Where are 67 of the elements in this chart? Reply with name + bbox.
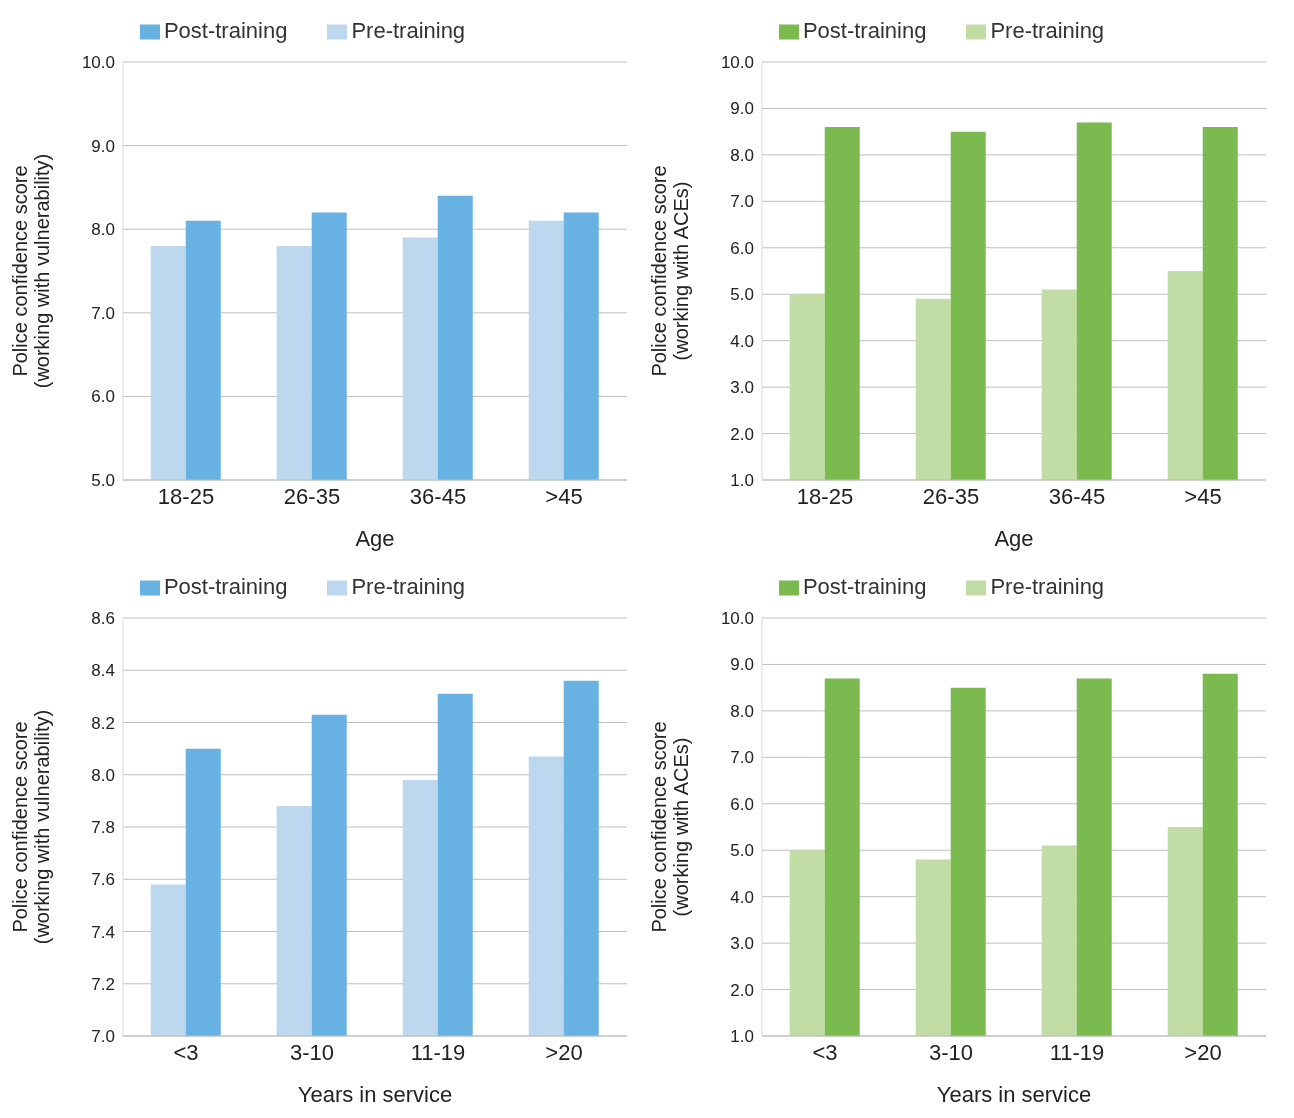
- y-tick-label: 10.0: [81, 53, 115, 73]
- y-tick-label: 6.0: [91, 387, 115, 407]
- y-tick-label: 7.0: [91, 1027, 115, 1047]
- y-tick-label: 5.0: [730, 841, 754, 861]
- y-tick-label: 7.8: [91, 818, 115, 838]
- y-axis-title: Police confidence score (working with vulnerability): [9, 153, 53, 389]
- y-tick-label: 8.0: [730, 701, 754, 721]
- y-tick-label: 8.0: [91, 765, 115, 785]
- y-tick-label: 9.0: [91, 136, 115, 156]
- x-tick-label: 11-19: [410, 1039, 466, 1065]
- y-tick-label: 4.0: [730, 887, 754, 907]
- x-tick-label: <3: [812, 1039, 838, 1065]
- legend-label: Pre-training: [990, 18, 1105, 43]
- y-tick-label: 3.0: [730, 378, 754, 398]
- x-tick-label: >45: [545, 483, 583, 509]
- y-tick-label: 7.2: [91, 974, 115, 994]
- y-tick-label: 8.6: [91, 609, 115, 629]
- legend-label: Post-training: [163, 574, 288, 599]
- x-tick-label: 26-35: [283, 483, 341, 509]
- legend-label: Post-training: [163, 18, 288, 43]
- legend-label: Pre-training: [351, 574, 466, 599]
- y-tick-label: 7.0: [91, 303, 115, 323]
- y-tick-label: 9.0: [730, 655, 754, 675]
- y-tick-label: 7.0: [730, 748, 754, 768]
- y-tick-label: 5.0: [91, 471, 115, 491]
- y-tick-label: 8.0: [730, 145, 754, 165]
- y-tick-label: 4.0: [730, 331, 754, 351]
- y-tick-label: 5.0: [730, 285, 754, 305]
- x-tick-label: 11-19: [1049, 1039, 1105, 1065]
- y-tick-label: 2.0: [730, 424, 754, 444]
- legend-label: Pre-training: [351, 18, 466, 43]
- x-tick-label: 36-45: [1048, 483, 1106, 509]
- legend-label: Post-training: [802, 18, 927, 43]
- x-axis-title: Age: [355, 526, 395, 551]
- x-tick-label: >45: [1184, 483, 1222, 509]
- y-tick-label: 8.0: [91, 220, 115, 240]
- x-axis-title: Years in service: [297, 1082, 453, 1107]
- y-tick-label: 3.0: [730, 934, 754, 954]
- x-tick-label: >20: [1184, 1039, 1222, 1065]
- y-tick-label: 10.0: [720, 609, 754, 629]
- y-tick-label: 7.4: [91, 922, 115, 942]
- y-tick-label: 1.0: [730, 1027, 754, 1047]
- x-tick-label: 3-10: [928, 1039, 974, 1065]
- y-tick-label: 6.0: [730, 238, 754, 258]
- y-axis-title: Police confidence score (working with ACEs): [648, 165, 692, 377]
- x-axis-title: Age: [994, 526, 1034, 551]
- x-tick-label: 26-35: [922, 483, 980, 509]
- y-tick-label: 2.0: [730, 980, 754, 1000]
- x-tick-label: 18-25: [796, 483, 854, 509]
- y-tick-label: 10.0: [720, 53, 754, 73]
- y-tick-label: 8.2: [91, 713, 115, 733]
- y-tick-label: 6.0: [730, 794, 754, 814]
- y-tick-label: 1.0: [730, 471, 754, 491]
- x-tick-label: 3-10: [289, 1039, 335, 1065]
- x-tick-label: 36-45: [409, 483, 467, 509]
- legend-label: Post-training: [802, 574, 927, 599]
- x-tick-label: >20: [545, 1039, 583, 1065]
- y-tick-label: 8.4: [91, 661, 115, 681]
- x-tick-label: 18-25: [157, 483, 215, 509]
- x-tick-label: <3: [173, 1039, 199, 1065]
- y-tick-label: 7.0: [730, 192, 754, 212]
- legend-label: Pre-training: [990, 574, 1105, 599]
- y-axis-title: Police confidence score (working with vulnerability): [9, 709, 53, 945]
- y-axis-title: Police confidence score (working with ACEs): [648, 721, 692, 933]
- y-tick-label: 7.6: [91, 870, 115, 890]
- y-tick-label: 9.0: [730, 99, 754, 119]
- x-axis-title: Years in service: [936, 1082, 1092, 1107]
